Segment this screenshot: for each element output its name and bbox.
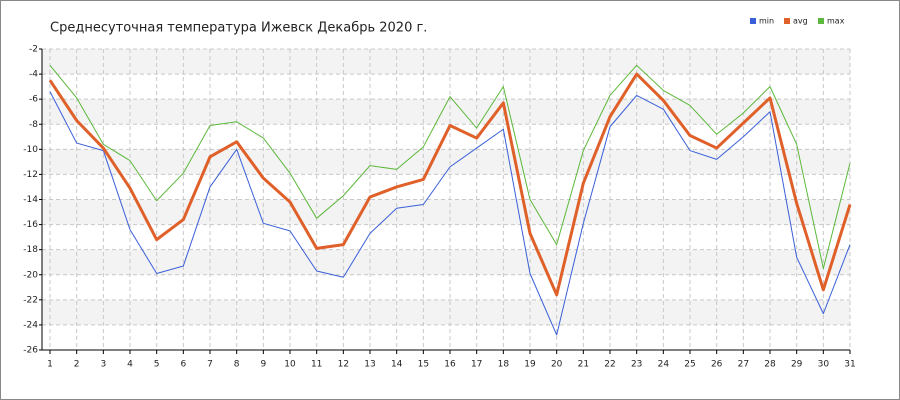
- x-tick-label: 14: [391, 360, 403, 370]
- x-tick-label: 26: [711, 360, 723, 370]
- x-tick-label: 24: [658, 360, 670, 370]
- x-tick-label: 25: [684, 360, 695, 370]
- x-tick-label: 1: [47, 360, 53, 370]
- x-tick-label: 21: [578, 360, 589, 370]
- x-tick-label: 31: [844, 360, 855, 370]
- x-tick-label: 30: [818, 360, 830, 370]
- band: [42, 99, 850, 125]
- x-tick-label: 28: [764, 360, 776, 370]
- band: [42, 299, 850, 325]
- y-tick-label: -8: [29, 120, 38, 130]
- x-tick-label: 11: [311, 360, 322, 370]
- x-tick-label: 10: [284, 360, 296, 370]
- x-tick-label: 7: [207, 360, 213, 370]
- legend-swatch: [818, 18, 824, 24]
- x-tick-label: 3: [100, 360, 106, 370]
- y-tick-label: -14: [23, 195, 38, 205]
- x-tick-label: 23: [631, 360, 642, 370]
- y-tick-label: -18: [23, 245, 38, 255]
- series-line: [49, 91, 851, 336]
- x-tick-label: 5: [154, 360, 160, 370]
- y-tick-label: -20: [23, 270, 38, 280]
- x-tick-label: 19: [524, 360, 536, 370]
- x-tick-label: 20: [551, 360, 563, 370]
- band: [42, 49, 850, 75]
- x-tick-label: 29: [791, 360, 803, 370]
- y-tick-label: -2: [29, 45, 38, 55]
- y-tick-label: -22: [23, 295, 38, 305]
- band: [42, 199, 850, 225]
- legend-label: max: [827, 17, 845, 26]
- y-tick-label: -24: [23, 320, 38, 330]
- x-tick-label: 8: [234, 360, 240, 370]
- chart-title: Среднесуточная температура Ижевск Декабр…: [50, 21, 427, 36]
- legend-label: avg: [793, 17, 808, 26]
- legend-swatch: [784, 18, 790, 24]
- y-tick-label: -4: [29, 70, 38, 80]
- x-tick-label: 12: [338, 360, 349, 370]
- y-tick-label: -10: [23, 145, 38, 155]
- y-tick-label: -26: [23, 346, 38, 356]
- x-tick-label: 27: [738, 360, 749, 370]
- y-tick-label: -16: [23, 220, 38, 230]
- y-tick-label: -6: [29, 95, 38, 105]
- y-tick-label: -12: [23, 170, 38, 180]
- x-tick-label: 6: [180, 360, 186, 370]
- legend-swatch: [750, 18, 756, 24]
- legend-label: min: [759, 17, 774, 26]
- x-tick-label: 18: [498, 360, 510, 370]
- x-tick-label: 2: [74, 360, 80, 370]
- band: [42, 149, 850, 175]
- x-tick-label: 13: [364, 360, 375, 370]
- x-tick-label: 16: [444, 360, 456, 370]
- x-tick-label: 17: [471, 360, 482, 370]
- x-tick-label: 15: [418, 360, 429, 370]
- x-tick-label: 4: [127, 360, 133, 370]
- series-line: [49, 64, 851, 269]
- x-tick-label: 22: [604, 360, 615, 370]
- series-line: [48, 72, 852, 297]
- x-tick-label: 9: [260, 360, 266, 370]
- band: [42, 249, 850, 275]
